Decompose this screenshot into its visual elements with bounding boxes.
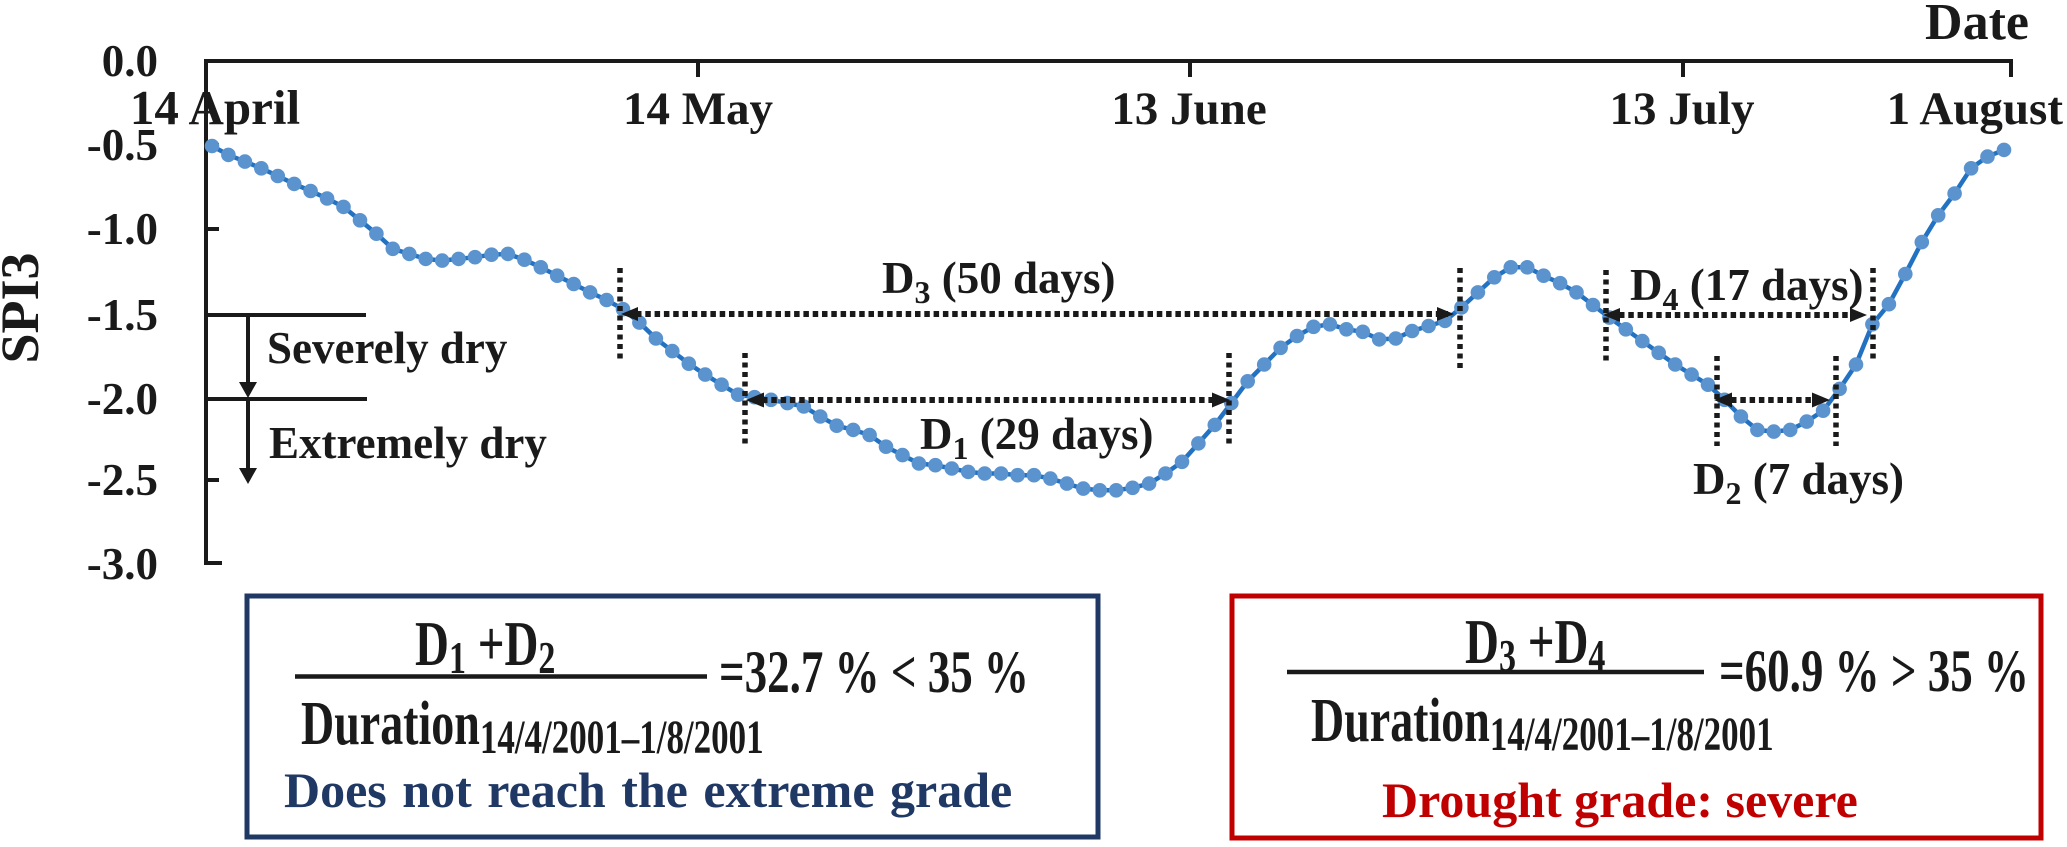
svg-text:D2 (7 days): D2 (7 days) xyxy=(1693,454,1904,511)
svg-text:Does not reach the extreme gra: Does not reach the extreme grade xyxy=(284,762,1012,818)
svg-text:-2.0: -2.0 xyxy=(87,374,158,424)
svg-text:=32.7 % < 35 %: =32.7 % < 35 % xyxy=(719,637,1029,705)
svg-text:13 June: 13 June xyxy=(1111,83,1266,135)
svg-text:1 August: 1 August xyxy=(1887,83,2064,135)
svg-text:14 May: 14 May xyxy=(623,83,774,135)
svg-text:-0.5: -0.5 xyxy=(87,120,158,170)
svg-text:Extremely dry: Extremely dry xyxy=(269,418,547,468)
svg-text:D1 +D2: D1 +D2 xyxy=(415,609,555,683)
svg-text:D3 +D4: D3 +D4 xyxy=(1465,607,1605,681)
svg-text:-1.0: -1.0 xyxy=(87,204,158,254)
svg-text:0.0: 0.0 xyxy=(102,36,158,86)
svg-text:-3.0: -3.0 xyxy=(87,539,158,589)
svg-text:D1 (29 days): D1 (29 days) xyxy=(920,409,1154,466)
svg-text:=60.9 % > 35 %: =60.9 % > 35 % xyxy=(1719,636,2029,704)
svg-text:Date: Date xyxy=(1925,0,2029,51)
svg-text:-1.5: -1.5 xyxy=(87,290,158,340)
svg-text:D3 (50 days): D3 (50 days) xyxy=(882,253,1116,310)
svg-text:14 April: 14 April xyxy=(130,80,300,135)
svg-text:13 July: 13 July xyxy=(1610,83,1755,135)
svg-text:Drought grade: severe: Drought grade: severe xyxy=(1382,772,1858,828)
svg-text:Severely dry: Severely dry xyxy=(267,323,508,373)
svg-text:-2.5: -2.5 xyxy=(87,455,158,505)
svg-text:SPI3: SPI3 xyxy=(0,252,50,363)
